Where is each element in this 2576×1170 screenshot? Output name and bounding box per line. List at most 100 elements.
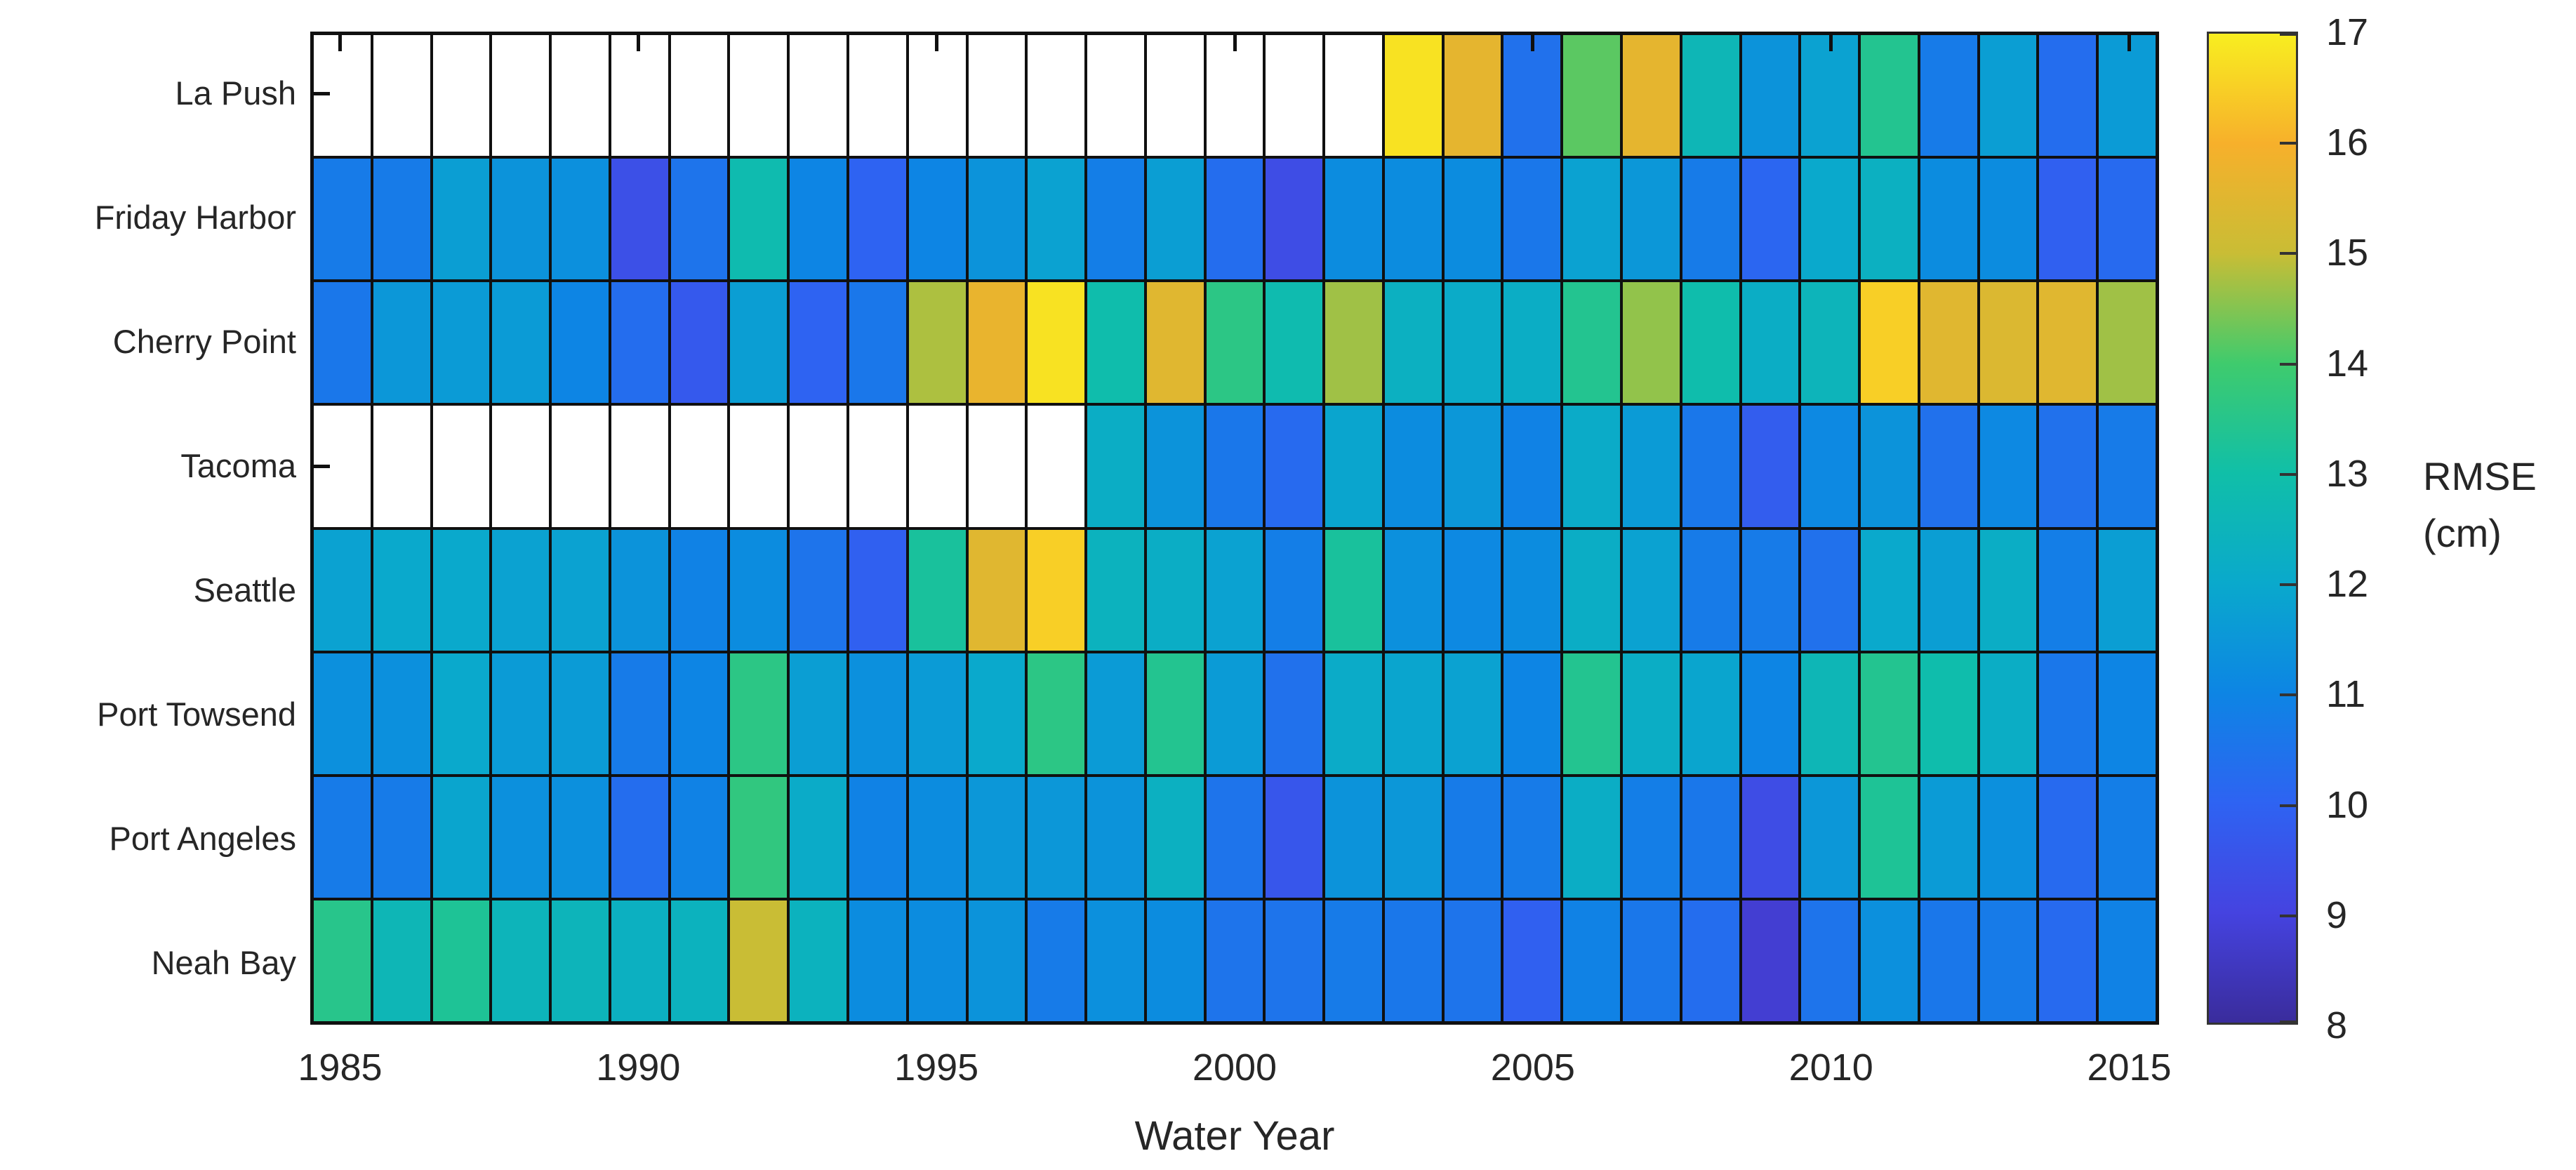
heatmap-cell	[552, 35, 609, 157]
heatmap-cell	[373, 406, 430, 527]
colorbar-tick-label: 10	[2326, 783, 2369, 826]
heatmap-cell	[1682, 282, 1739, 404]
heatmap-cell	[968, 776, 1025, 898]
heatmap-cell	[790, 653, 847, 774]
row-label: La Push	[175, 74, 296, 112]
heatmap-cell	[1146, 282, 1204, 404]
heatmap-cell	[1325, 35, 1382, 157]
heatmap-cell	[2099, 159, 2156, 280]
heatmap-cell	[1861, 776, 1918, 898]
x-tick-mark	[934, 32, 938, 51]
heatmap-cell	[314, 529, 371, 651]
heatmap-cell	[611, 529, 668, 651]
heatmap-cell	[1087, 282, 1144, 404]
heatmap-cell	[1623, 776, 1680, 898]
heatmap-cell	[2099, 529, 2156, 651]
heatmap-cell	[492, 282, 550, 404]
heatmap-cell	[314, 900, 371, 1021]
colorbar-tick-label: 16	[2326, 121, 2369, 164]
colorbar-label-line1: RMSE	[2423, 454, 2537, 498]
heatmap-cell	[373, 35, 430, 157]
heatmap-cell	[1028, 159, 1085, 280]
heatmap-cell	[492, 529, 550, 651]
colorbar-tick-mark	[2280, 362, 2298, 366]
heatmap-cell	[1503, 529, 1561, 651]
heatmap-cell	[314, 159, 371, 280]
colorbar-tick-label: 13	[2326, 452, 2369, 495]
x-tick-label: 1985	[298, 1046, 383, 1089]
heatmap-cell	[373, 776, 430, 898]
x-tick-label: 1990	[596, 1046, 681, 1089]
heatmap-cell	[1444, 282, 1501, 404]
heatmap-cell	[2039, 282, 2097, 404]
row-label: Neah Bay	[151, 943, 296, 981]
heatmap-cell	[968, 653, 1025, 774]
heatmap-cell	[1146, 529, 1204, 651]
heatmap-cell	[432, 406, 490, 527]
heatmap-cell	[2099, 653, 2156, 774]
heatmap-cell	[730, 159, 788, 280]
x-tick-label: 2005	[1490, 1046, 1575, 1089]
heatmap-cell	[1206, 406, 1263, 527]
colorbar-tick-mark	[2280, 914, 2298, 917]
heatmap-cell	[1801, 776, 1859, 898]
heatmap-cell	[552, 900, 609, 1021]
heatmap-cell	[1087, 653, 1144, 774]
heatmap-cell	[1444, 529, 1501, 651]
heatmap-cell	[1087, 159, 1144, 280]
x-tick-label: 1995	[894, 1046, 979, 1089]
heatmap-cell	[432, 529, 490, 651]
heatmap-cell	[849, 529, 906, 651]
heatmap-cell	[492, 776, 550, 898]
heatmap-cell	[1206, 900, 1263, 1021]
heatmap-cell	[908, 35, 966, 157]
heatmap-cell	[1028, 653, 1085, 774]
heatmap-cell	[1028, 776, 1085, 898]
heatmap-cell	[1028, 406, 1085, 527]
heatmap-cell	[730, 529, 788, 651]
heatmap-cell	[790, 282, 847, 404]
heatmap-cell	[1266, 653, 1323, 774]
heatmap-cell	[373, 529, 430, 651]
heatmap-cell	[968, 900, 1025, 1021]
heatmap-cell	[1028, 900, 1085, 1021]
heatmap-cell	[968, 282, 1025, 404]
colorbar-tick-mark	[2280, 804, 2298, 807]
colorbar-tick-mark	[2280, 693, 2298, 697]
heatmap-cell	[1028, 282, 1085, 404]
heatmap-cell	[1325, 776, 1382, 898]
heatmap-cell	[1741, 900, 1799, 1021]
heatmap-cell	[1384, 529, 1442, 651]
heatmap-cell	[1623, 159, 1680, 280]
heatmap-cell	[1325, 529, 1382, 651]
x-tick-mark	[1829, 32, 1833, 51]
heatmap-cell	[1206, 529, 1263, 651]
heatmap-cell	[849, 159, 906, 280]
heatmap-cell	[1325, 900, 1382, 1021]
heatmap-cell	[908, 406, 966, 527]
heatmap-cell	[1979, 776, 2037, 898]
heatmap-cell	[849, 35, 906, 157]
heatmap-cell	[790, 900, 847, 1021]
heatmap-cell	[2099, 35, 2156, 157]
x-tick-mark	[636, 32, 640, 51]
colorbar-tick-label: 9	[2326, 893, 2348, 936]
heatmap-cell	[1444, 900, 1501, 1021]
heatmap-cell	[1920, 159, 1977, 280]
heatmap-cell	[552, 406, 609, 527]
colorbar-tick-mark	[2280, 142, 2298, 145]
heatmap-cell	[908, 776, 966, 898]
heatmap-cell	[2039, 776, 2097, 898]
heatmap-cell	[1146, 653, 1204, 774]
heatmap-cell	[1206, 776, 1263, 898]
heatmap-cell	[908, 159, 966, 280]
heatmap-cell	[1861, 406, 1918, 527]
x-tick-label: 2010	[1788, 1046, 1873, 1089]
heatmap-cell	[1266, 529, 1323, 651]
heatmap-cell	[432, 776, 490, 898]
heatmap-cell	[790, 159, 847, 280]
heatmap-cell	[373, 282, 430, 404]
heatmap-cell	[1682, 900, 1739, 1021]
heatmap-cell	[552, 776, 609, 898]
